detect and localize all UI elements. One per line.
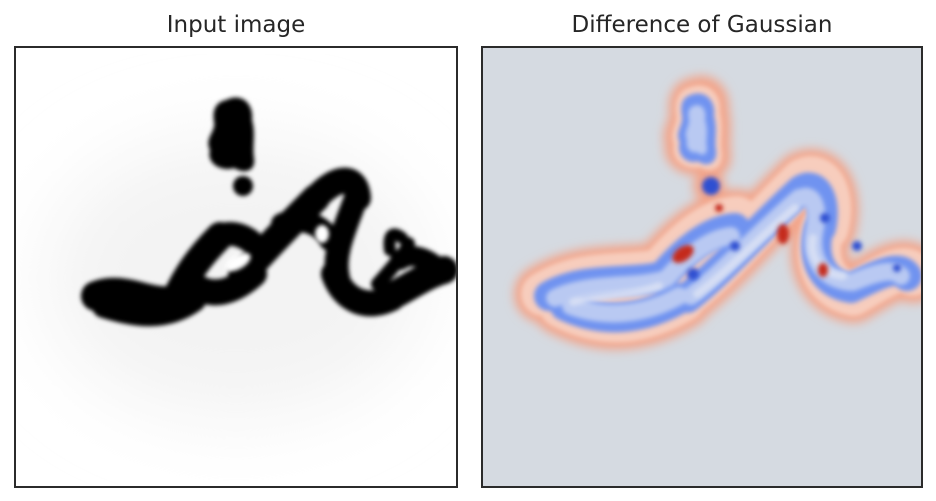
- input-image-canvas: [16, 48, 456, 486]
- input-image-panel: [14, 46, 458, 488]
- input-image-title: Input image: [15, 8, 457, 42]
- dog-canvas: [483, 48, 921, 486]
- dog-title: Difference of Gaussian: [482, 8, 922, 42]
- dog-panel: [481, 46, 923, 488]
